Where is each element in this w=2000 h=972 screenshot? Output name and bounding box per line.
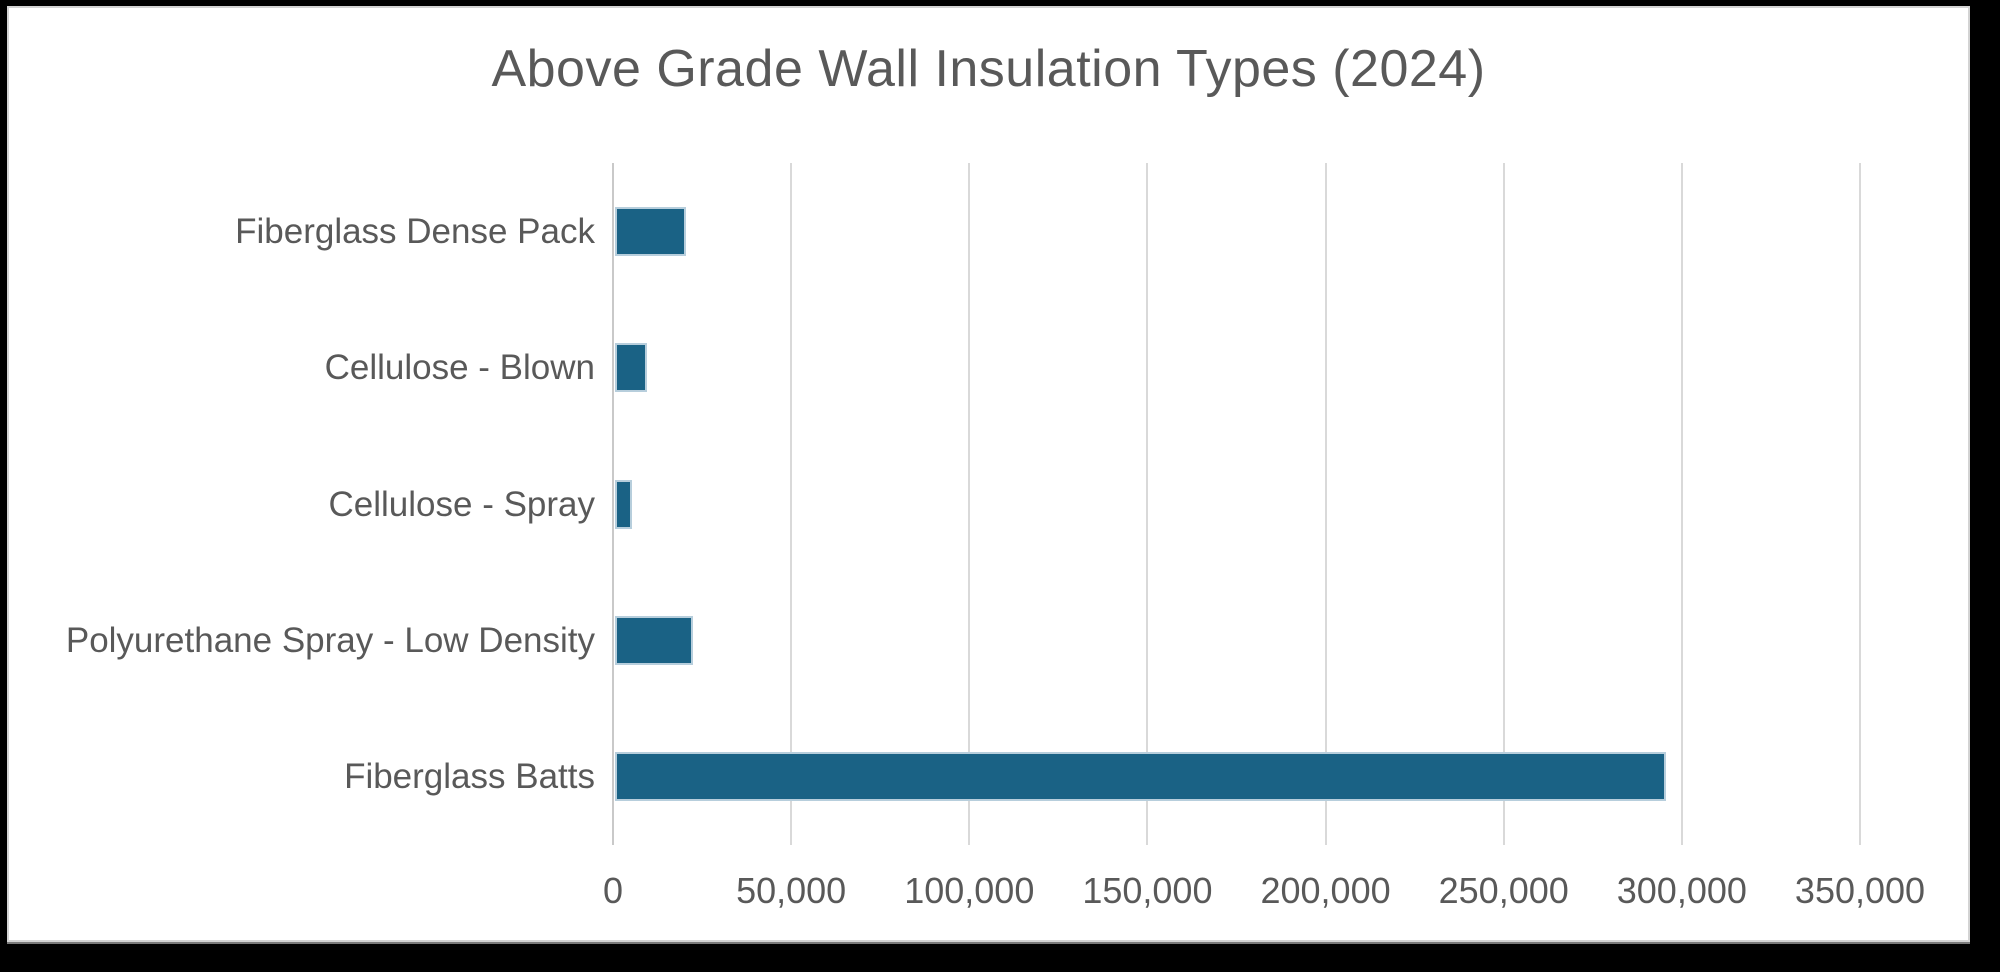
gridline — [968, 163, 971, 845]
gridline — [1859, 163, 1861, 845]
chart-panel: Above Grade Wall Insulation Types (2024)… — [7, 6, 1970, 942]
category-label: Cellulose - Spray — [328, 485, 596, 524]
gridline — [790, 163, 793, 845]
bar — [615, 616, 693, 665]
x-tick-label: 300,000 — [1616, 870, 1747, 911]
category-label: Cellulose - Blown — [324, 348, 595, 387]
gridline — [1502, 163, 1505, 845]
gridline — [1146, 163, 1149, 845]
bar — [615, 207, 686, 256]
category-label: Fiberglass Dense Pack — [235, 212, 595, 251]
category-label: Polyurethane Spray - Low Density — [65, 621, 595, 660]
x-tick-label: 250,000 — [1438, 870, 1569, 911]
x-tick-label: 350,000 — [1794, 870, 1926, 911]
x-tick-label: 0 — [602, 870, 624, 911]
category-label: Fiberglass Batts — [344, 757, 595, 796]
chart-title: Above Grade Wall Insulation Types (2024) — [491, 40, 1486, 98]
gridline — [1324, 163, 1327, 845]
x-tick-label: 100,000 — [904, 870, 1035, 911]
x-tick-label: 150,000 — [1082, 870, 1213, 911]
gridline — [1680, 163, 1683, 845]
bar — [615, 343, 647, 392]
bar — [615, 752, 1666, 801]
x-tick-label: 200,000 — [1260, 870, 1391, 911]
y-axis-line — [612, 163, 614, 845]
bar — [615, 480, 632, 529]
plot-area — [612, 163, 1903, 845]
x-tick-label: 50,000 — [736, 870, 847, 911]
